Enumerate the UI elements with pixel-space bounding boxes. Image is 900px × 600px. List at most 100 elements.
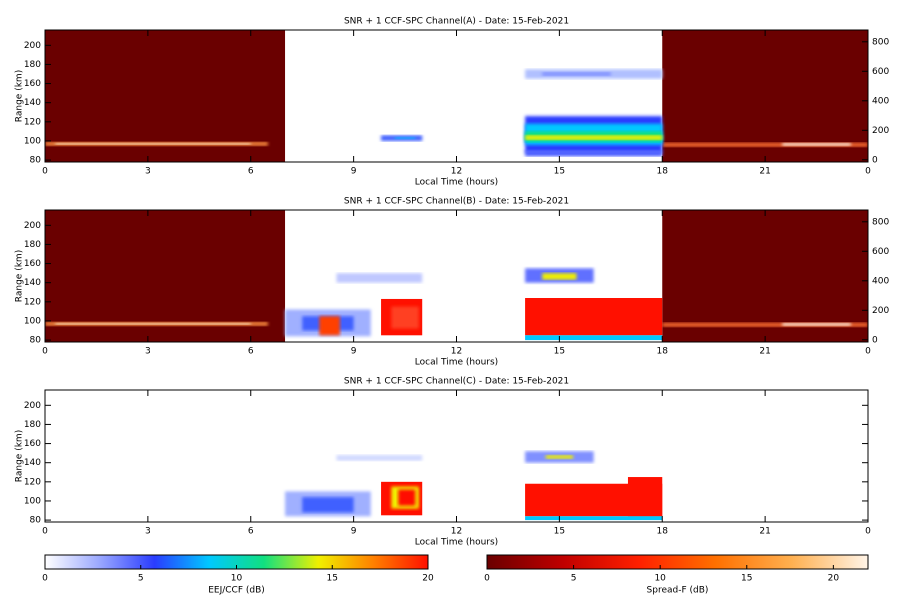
x-tick-label: 3 xyxy=(145,527,151,537)
heatmap-region xyxy=(525,335,663,341)
x-tick-label: 15 xyxy=(554,347,565,357)
y-tick-label: 100 xyxy=(24,496,41,506)
x-axis-label: Local Time (hours) xyxy=(415,178,498,188)
y-tick-label: 100 xyxy=(24,316,41,326)
panel: SNR + 1 CCF-SPC Channel(A) - Date: 15-Fe… xyxy=(15,17,890,188)
colorbar-tick-label: 5 xyxy=(571,574,577,584)
y-tick-label: 120 xyxy=(24,117,41,127)
heatmap-region xyxy=(45,210,286,342)
x-tick-label: 6 xyxy=(248,167,254,177)
heatmap xyxy=(285,451,663,521)
chart-title: SNR + 1 CCF-SPC Channel(A) - Date: 15-Fe… xyxy=(344,17,569,27)
colorbar-tick-label: 10 xyxy=(231,574,243,584)
x-tick-label: 6 xyxy=(248,527,254,537)
x-tick-label: 21 xyxy=(759,347,770,357)
y2-tick-label: 600 xyxy=(872,67,889,77)
heatmap-region xyxy=(319,316,340,336)
panel: SNR + 1 CCF-SPC Channel(C) - Date: 15-Fe… xyxy=(15,377,872,548)
chart-title: SNR + 1 CCF-SPC Channel(C) - Date: 15-Fe… xyxy=(344,377,569,387)
colorbar-tick-label: 15 xyxy=(327,574,338,584)
heatmap-region xyxy=(782,322,851,326)
heatmap-region xyxy=(525,150,663,157)
heatmap-region xyxy=(662,322,868,327)
colorbar-tick-label: 5 xyxy=(138,574,144,584)
y-tick-label: 200 xyxy=(24,401,41,411)
x-tick-label: 15 xyxy=(554,167,565,177)
heatmap-region xyxy=(45,30,286,162)
y-tick-label: 160 xyxy=(24,439,41,449)
x-tick-label: 12 xyxy=(451,527,462,537)
heatmap-region xyxy=(302,497,354,513)
colorbar-label: Spread-F (dB) xyxy=(647,586,709,596)
x-tick-label: 18 xyxy=(657,167,669,177)
y2-tick-label: 200 xyxy=(872,126,889,136)
y-tick-label: 100 xyxy=(24,136,41,146)
heatmap-region xyxy=(55,322,251,325)
x-tick-label: 3 xyxy=(145,167,151,177)
y-tick-label: 180 xyxy=(24,420,41,430)
heatmap-region xyxy=(336,273,423,283)
y-tick-label: 80 xyxy=(30,516,42,526)
plot-frame xyxy=(44,389,869,523)
y-tick-label: 140 xyxy=(24,458,41,468)
colorbar-tick-label: 0 xyxy=(42,574,48,584)
y2-tick-label: 800 xyxy=(872,217,889,227)
x-tick-label: 9 xyxy=(351,167,357,177)
x-tick-label: 0 xyxy=(42,347,48,357)
y-tick-label: 140 xyxy=(24,278,41,288)
heatmap-region xyxy=(627,477,663,517)
x-tick-label: 9 xyxy=(351,347,357,357)
colorbar xyxy=(486,554,869,570)
colorbar-tick-label: 20 xyxy=(828,574,840,584)
x-tick-label: 0 xyxy=(865,347,871,357)
x-tick-label: 9 xyxy=(351,527,357,537)
heatmap-region xyxy=(662,30,868,162)
heatmap-region xyxy=(525,516,663,521)
heatmap-region xyxy=(662,210,868,342)
colorbar-tick-label: 20 xyxy=(422,574,434,584)
y-axis-label: Range (km) xyxy=(15,430,25,482)
y-tick-label: 120 xyxy=(24,297,41,307)
colorbar-tick-label: 0 xyxy=(484,574,490,584)
y2-tick-label: 800 xyxy=(872,37,889,47)
heatmap-region xyxy=(782,142,851,146)
heatmap-region xyxy=(525,135,663,140)
colorbar-tick-label: 15 xyxy=(741,574,752,584)
x-axis-label: Local Time (hours) xyxy=(415,538,498,548)
x-tick-label: 0 xyxy=(865,167,871,177)
x-tick-label: 12 xyxy=(451,167,462,177)
y-tick-label: 200 xyxy=(24,221,41,231)
x-tick-label: 0 xyxy=(865,527,871,537)
colorbar-tick-label: 10 xyxy=(654,574,666,584)
y-tick-label: 140 xyxy=(24,98,41,108)
x-tick-label: 18 xyxy=(657,347,669,357)
x-tick-label: 0 xyxy=(42,527,48,537)
heatmap-region xyxy=(55,142,251,145)
y2-tick-label: 600 xyxy=(872,247,889,257)
y2-tick-label: 400 xyxy=(872,96,889,106)
y2-tick-label: 200 xyxy=(872,306,889,316)
x-tick-label: 6 xyxy=(248,347,254,357)
colorbar-label: EEJ/CCF (dB) xyxy=(208,586,265,596)
x-tick-label: 21 xyxy=(759,527,770,537)
heatmap-region xyxy=(545,455,574,459)
y-tick-label: 160 xyxy=(24,259,41,269)
x-tick-label: 0 xyxy=(42,167,48,177)
y-axis-label: Range (km) xyxy=(15,250,25,302)
heatmap-region xyxy=(391,306,419,329)
x-tick-label: 12 xyxy=(451,347,462,357)
heatmap-region xyxy=(542,273,577,280)
x-tick-label: 18 xyxy=(657,527,669,537)
y-tick-label: 180 xyxy=(24,240,41,250)
heatmap xyxy=(45,210,868,342)
heatmap-region xyxy=(336,455,423,461)
heatmap xyxy=(45,30,868,162)
heatmap-region xyxy=(398,489,416,506)
heatmap-region xyxy=(542,72,611,76)
y2-tick-label: 0 xyxy=(872,335,878,345)
x-tick-label: 3 xyxy=(145,347,151,357)
y2-tick-label: 0 xyxy=(872,155,878,165)
y2-tick-label: 400 xyxy=(872,276,889,286)
chart-title: SNR + 1 CCF-SPC Channel(B) - Date: 15-Fe… xyxy=(344,197,569,207)
